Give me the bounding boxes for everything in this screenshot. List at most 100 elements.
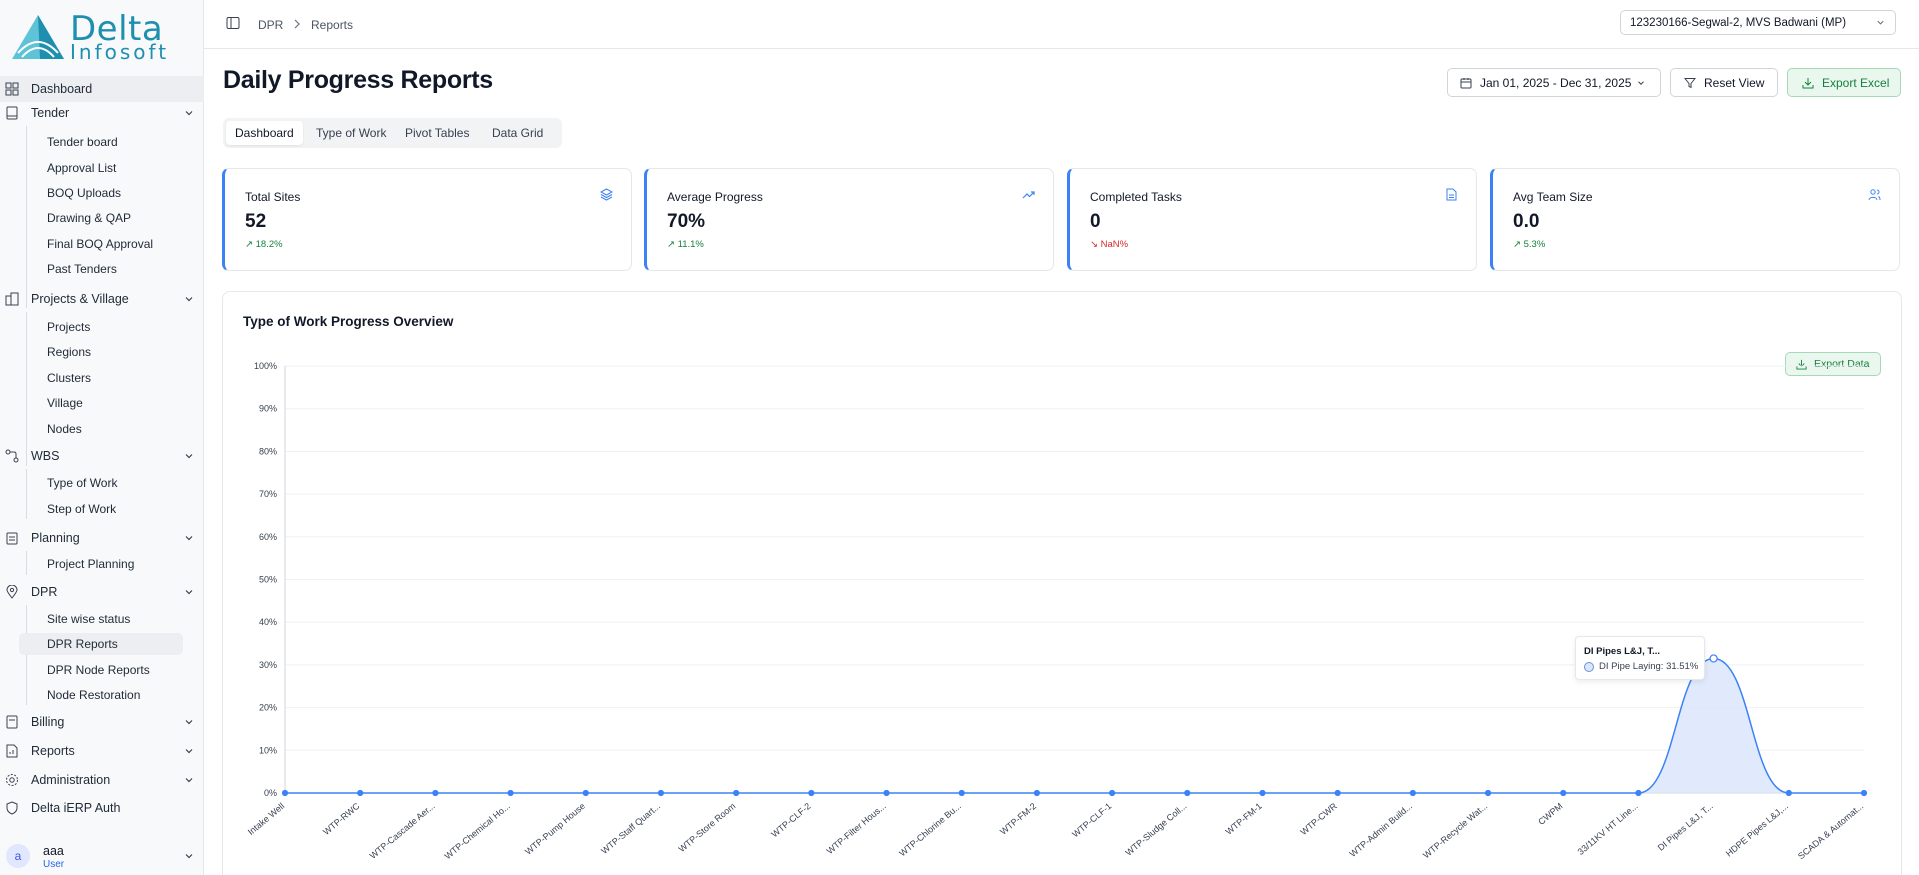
sidebar-item-past-tenders[interactable]: Past Tenders (47, 262, 117, 276)
sidebar-item-projects[interactable]: Projects (47, 320, 91, 334)
data-point (958, 789, 965, 797)
kpi-value: 52 (245, 211, 267, 232)
data-point (281, 789, 289, 797)
sidebar-item-planning[interactable]: Planning (0, 525, 204, 551)
kpi-delta: ↗ 18.2% (245, 239, 283, 250)
sidebar-item-projects-village[interactable]: Projects & Village (0, 286, 204, 312)
brand-logo[interactable]: Delta Infosoft (10, 10, 190, 64)
sidebar-item-wbs[interactable]: WBS (0, 443, 204, 469)
kpi-value: 0.0 (1513, 211, 1540, 232)
series-dot-icon (1584, 661, 1594, 672)
tab-dashboard[interactable]: Dashboard (226, 121, 303, 145)
x-tick-label: DI Pipes L&J, T... (1656, 801, 1715, 853)
settings-icon (6, 774, 18, 786)
y-tick-label: 70% (259, 489, 277, 499)
sidebar-item-label: Administration (31, 773, 111, 787)
sidebar-item-drawing-qap[interactable]: Drawing & QAP (47, 211, 132, 225)
tooltip-title: DI Pipes L&J, T... (1584, 646, 1661, 657)
map-pin-icon (6, 585, 18, 599)
project-select[interactable]: 123230166-Segwal-2, MVS Badwani (MP) (1620, 10, 1896, 35)
date-range-picker[interactable]: Jan 01, 2025 - Dec 31, 2025 (1447, 68, 1661, 97)
data-point (1184, 789, 1191, 797)
chevron-down-icon (1877, 20, 1884, 25)
export-data-button[interactable]: Export Data (1785, 352, 1881, 376)
user-name: aaa (43, 844, 64, 858)
brand-subname: Infosoft (70, 40, 170, 64)
kpi-title: Total Sites (245, 190, 301, 204)
sidebar-item-site-wise-status[interactable]: Site wise status (47, 612, 131, 626)
kpi-value: 0 (1090, 211, 1101, 232)
sidebar-item-reports[interactable]: Reports (0, 738, 204, 764)
tab-data-grid[interactable]: Data Grid (492, 126, 544, 140)
sidebar-item-dashboard[interactable]: Dashboard (0, 76, 204, 102)
sidebar-item-boq-uploads[interactable]: BOQ Uploads (47, 186, 122, 200)
y-tick-label: 100% (254, 361, 277, 371)
x-tick-label: WTP-Filter Hous... (825, 801, 888, 856)
sidebar-item-administration[interactable]: Administration (0, 767, 204, 793)
x-tick-label: WTP-FM-1 (1224, 801, 1264, 837)
x-tick-label: WTP-Staff Quart... (599, 801, 662, 856)
sidebar-item-label: Planning (31, 531, 80, 545)
sidebar-item-nodes[interactable]: Nodes (47, 422, 82, 436)
sidebar-item-project-planning[interactable]: Project Planning (47, 557, 135, 571)
sidebar-item-approval-list[interactable]: Approval List (47, 161, 117, 175)
sidebar-item-village[interactable]: Village (47, 396, 83, 410)
tooltip-row: DI Pipe Laying: 31.51% (1584, 661, 1698, 672)
sidebar-item-final-boq-approval[interactable]: Final BOQ Approval (47, 237, 154, 251)
submenu-guide (26, 605, 27, 705)
tab-pivot-tables[interactable]: Pivot Tables (405, 126, 470, 140)
sidebar-item-regions[interactable]: Regions (47, 345, 92, 359)
sidebar-item-billing[interactable]: Billing (0, 709, 204, 735)
kpi-title: Average Progress (667, 190, 763, 204)
chevron-right-icon (294, 19, 300, 29)
data-point (1033, 789, 1041, 797)
sidebar-item-erp-auth[interactable]: Delta iERP Auth (0, 795, 204, 821)
chevron-down-icon (185, 454, 193, 459)
sidebar-item-label: DPR (31, 585, 58, 599)
sidebar-item-tender-board[interactable]: Tender board (47, 135, 118, 149)
data-point (1560, 789, 1567, 797)
sidebar-item-label: WBS (31, 449, 60, 463)
sidebar-item-type-of-work[interactable]: Type of Work (47, 476, 118, 490)
x-tick-label: WTP-Admin Build... (1348, 801, 1415, 859)
brand-name: Delta (70, 9, 164, 49)
reset-view-button[interactable]: Reset View (1670, 68, 1778, 97)
x-tick-label: WTP-CWR (1298, 801, 1339, 838)
chevron-down-icon (185, 854, 193, 859)
page-title: Daily Progress Reports (223, 66, 493, 94)
sidebar-item-node-restoration[interactable]: Node Restoration (47, 688, 141, 702)
receipt-icon (6, 715, 18, 729)
tooltip-value: DI Pipe Laying: 31.51% (1599, 661, 1699, 672)
breadcrumb-root[interactable]: DPR (258, 18, 284, 32)
top-bar: DPR Reports 123230166-Segwal-2, MVS Badw… (204, 0, 1919, 49)
x-tick-label: WTP-Pump House (523, 801, 587, 857)
x-tick-label: WTP-FM-2 (998, 801, 1038, 837)
kpi-delta: ↗ 11.1% (667, 239, 704, 250)
sidebar-item-tender[interactable]: Tender (0, 100, 204, 126)
shield-icon (6, 801, 18, 815)
delta-logo-icon (12, 15, 64, 59)
data-point (432, 789, 439, 797)
sidebar-item-dpr-node-reports[interactable]: DPR Node Reports (47, 663, 150, 677)
sidebar-item-dpr[interactable]: DPR (0, 579, 204, 605)
submenu-guide (26, 126, 27, 308)
x-tick-label: WTP-Cascade Aer... (368, 801, 437, 861)
export-excel-button[interactable]: Export Excel (1787, 68, 1901, 97)
user-menu[interactable]: a aaa User (0, 838, 204, 875)
sidebar-item-step-of-work[interactable]: Step of Work (47, 502, 117, 516)
x-tick-label: WTP-Recycle Wat... (1421, 801, 1489, 861)
data-point (507, 789, 514, 797)
y-tick-label: 90% (259, 404, 277, 414)
sidebar-toggle-icon[interactable] (226, 16, 240, 30)
data-point (1635, 789, 1642, 797)
tab-type-of-work[interactable]: Type of Work (316, 126, 387, 140)
sidebar-item-dpr-reports[interactable]: DPR Reports (19, 633, 183, 655)
x-tick-label: CWPM (1536, 801, 1564, 827)
arrow-up-right-icon: ↗ (245, 239, 256, 250)
y-tick-label: 30% (259, 660, 277, 670)
chart-tooltip: DI Pipes L&J, T... DI Pipe Laying: 31.51… (1575, 636, 1705, 680)
clipboard-icon (6, 532, 18, 545)
sidebar-item-clusters[interactable]: Clusters (47, 371, 92, 385)
project-select-value: 123230166-Segwal-2, MVS Badwani (MP) (1630, 16, 1847, 29)
kpi-card-average-progress: Average Progress 70% ↗ 11.1% (644, 168, 1054, 271)
